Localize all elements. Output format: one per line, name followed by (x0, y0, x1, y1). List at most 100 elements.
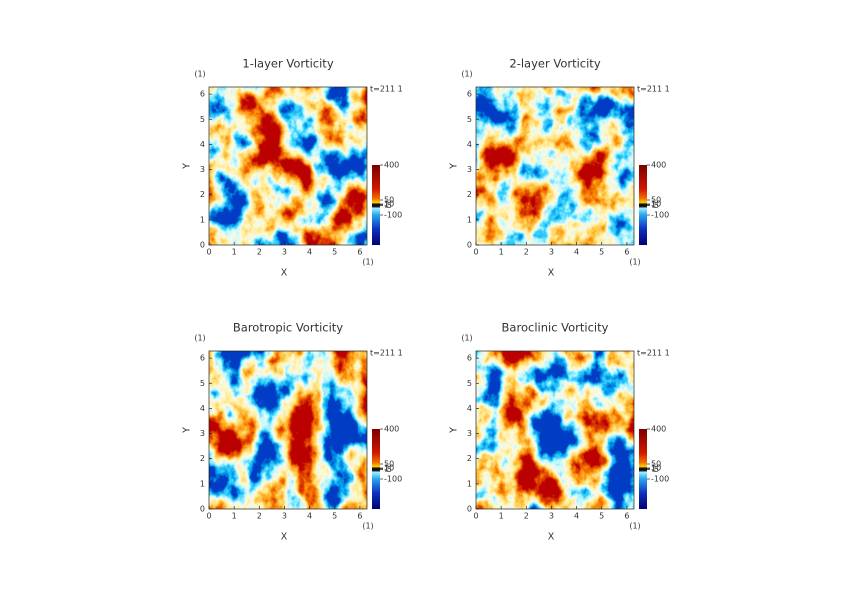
x-tick-label: 4 (574, 248, 579, 257)
colorbar-tick-label: 50 (384, 196, 394, 205)
x-tick-label: 1 (499, 512, 504, 521)
y-tick-label: 6 (200, 90, 205, 99)
colorbar-tick-label: -5 (384, 201, 392, 210)
x-tick-label: 2 (524, 512, 529, 521)
x-tick-label: 3 (282, 512, 287, 521)
colorbar-tick-label: -5 (651, 201, 659, 210)
x-tick-label: 6 (624, 248, 629, 257)
vorticity-field (476, 87, 634, 245)
time-annotation: t=211 1 (370, 85, 403, 94)
colorbar-tick-label: 50 (651, 196, 661, 205)
x-tick-label: 1 (499, 248, 504, 257)
y-unit-label: (1) (194, 70, 205, 79)
panel-title: 1-layer Vorticity (242, 57, 333, 71)
x-tick-label: 2 (524, 248, 529, 257)
y-tick-label: 3 (467, 429, 472, 438)
y-tick-label: 6 (467, 90, 472, 99)
colorbar-tick-label: 400 (384, 161, 399, 170)
panel-title: Baroclinic Vorticity (502, 321, 609, 335)
x-tick-label: 2 (257, 248, 262, 257)
y-tick-label: 0 (467, 505, 472, 514)
colorbar-tick-label: 50 (651, 460, 661, 469)
x-tick-label: 3 (549, 512, 554, 521)
x-tick-label: 0 (206, 248, 211, 257)
x-tick-label: 4 (307, 512, 312, 521)
x-tick-label: 1 (232, 512, 237, 521)
panel-title: 2-layer Vorticity (509, 57, 600, 71)
time-annotation: t=211 1 (370, 349, 403, 358)
plot-frame (208, 350, 368, 510)
colorbar-tick-label: 1 (384, 464, 389, 473)
y-tick-label: 5 (467, 379, 472, 388)
y-tick-label: 4 (200, 140, 205, 149)
x-axis-label: X (548, 532, 555, 543)
x-axis-label: X (548, 268, 555, 279)
y-tick-label: 1 (467, 479, 472, 488)
y-tick-label: 6 (467, 354, 472, 363)
x-axis-label: X (281, 268, 288, 279)
colorbar-tick-label: -100 (384, 475, 402, 484)
time-annotation: t=211 1 (637, 85, 670, 94)
x-tick-label: 4 (307, 248, 312, 257)
colorbar-tick-label: 1 (651, 464, 656, 473)
y-tick-label: 0 (200, 505, 205, 514)
x-unit-label: (1) (362, 258, 373, 267)
y-tick-label: 2 (200, 454, 205, 463)
colorbar-tick-label: -5 (384, 465, 392, 474)
vorticity-field (476, 351, 634, 509)
x-tick-label: 6 (357, 512, 362, 521)
colorbar-tick-label: 400 (384, 425, 399, 434)
colorbar-tick-label: 10 (384, 200, 394, 209)
x-tick-label: 4 (574, 512, 579, 521)
panel-title: Barotropic Vorticity (233, 321, 343, 335)
y-tick-label: 0 (467, 241, 472, 250)
y-tick-label: 5 (467, 115, 472, 124)
y-tick-label: 4 (467, 404, 472, 413)
colorbar-tick-label: -5 (651, 465, 659, 474)
y-unit-label: (1) (461, 334, 472, 343)
vorticity-field (209, 351, 367, 509)
plot-frame (475, 86, 635, 246)
y-tick-label: 6 (200, 354, 205, 363)
x-tick-label: 1 (232, 248, 237, 257)
colorbar-tick-label: 1 (384, 200, 389, 209)
colorbar-tick-label: -100 (384, 211, 402, 220)
plot-frame (475, 350, 635, 510)
y-tick-label: 1 (200, 479, 205, 488)
x-tick-label: 6 (357, 248, 362, 257)
y-axis-label: Y (449, 163, 460, 170)
y-unit-label: (1) (194, 334, 205, 343)
x-tick-label: 6 (624, 512, 629, 521)
y-tick-label: 5 (200, 115, 205, 124)
colorbar (372, 429, 380, 509)
y-tick-label: 1 (467, 215, 472, 224)
colorbar (639, 429, 647, 509)
x-unit-label: (1) (629, 258, 640, 267)
x-tick-label: 3 (549, 248, 554, 257)
x-tick-label: 0 (206, 512, 211, 521)
y-axis-label: Y (182, 163, 193, 170)
vorticity-field (209, 87, 367, 245)
colorbar (372, 165, 380, 245)
colorbar-tick-label: 400 (651, 161, 666, 170)
x-tick-label: 5 (599, 512, 604, 521)
x-unit-label: (1) (362, 522, 373, 531)
x-unit-label: (1) (629, 522, 640, 531)
y-axis-label: Y (182, 427, 193, 434)
y-tick-label: 2 (467, 454, 472, 463)
y-tick-label: 3 (200, 165, 205, 174)
colorbar-tick-label: 400 (651, 425, 666, 434)
x-axis-label: X (281, 532, 288, 543)
x-tick-label: 5 (332, 512, 337, 521)
x-tick-label: 3 (282, 248, 287, 257)
y-tick-label: 1 (200, 215, 205, 224)
colorbar-tick-label: 1 (651, 200, 656, 209)
y-axis-label: Y (449, 427, 460, 434)
x-tick-label: 0 (473, 248, 478, 257)
colorbar-tick-label: 10 (651, 200, 661, 209)
x-tick-label: 5 (599, 248, 604, 257)
colorbar (639, 165, 647, 245)
colorbar-tick-label: 50 (384, 460, 394, 469)
